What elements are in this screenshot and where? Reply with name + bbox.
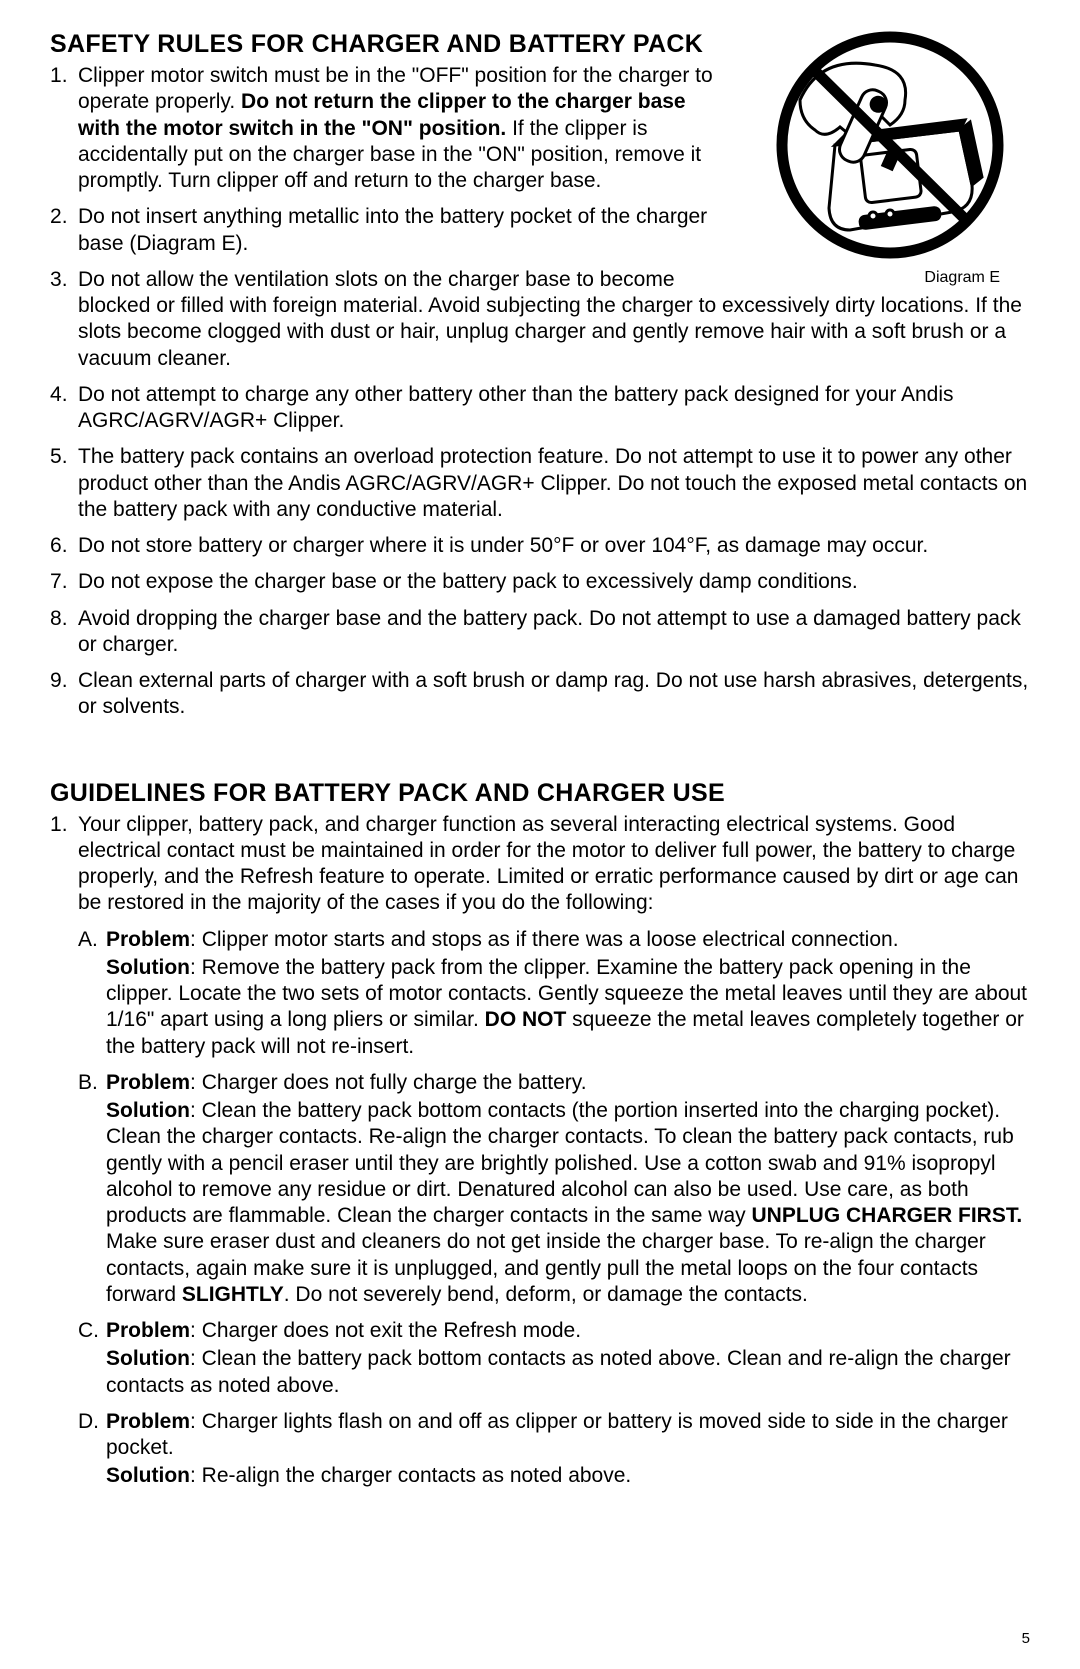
solution-block: Solution: Remove the battery pack from t… bbox=[106, 955, 1030, 1060]
solution-text: : Clean the battery pack bottom contacts… bbox=[106, 1347, 1011, 1396]
troubleshoot-sublist: Problem: Clipper motor starts and stops … bbox=[78, 927, 1030, 1490]
guidelines-list: Your clipper, battery pack, and charger … bbox=[50, 812, 1030, 1490]
problem-text: : Clipper motor starts and stops as if t… bbox=[190, 928, 899, 951]
rule-item: Do not insert anything metallic into the… bbox=[50, 204, 1030, 257]
rule-text: Do not insert anything metallic into the… bbox=[78, 205, 707, 254]
solution-block: Solution: Re-align the charger contacts … bbox=[106, 1463, 1030, 1489]
page-number: 5 bbox=[1022, 1630, 1030, 1647]
slightly-label: SLIGHTLY bbox=[182, 1283, 284, 1306]
rule-text: Clean external parts of charger with a s… bbox=[78, 669, 1028, 718]
solution-label: Solution bbox=[106, 1347, 190, 1370]
rule-text: The battery pack contains an overload pr… bbox=[78, 445, 1027, 521]
problem-label: Problem bbox=[106, 1319, 190, 1342]
rule-item: Avoid dropping the charger base and the … bbox=[50, 606, 1030, 659]
problem-text: : Charger lights flash on and off as cli… bbox=[106, 1410, 1008, 1459]
solution-block: Solution: Clean the battery pack bottom … bbox=[106, 1346, 1030, 1399]
rule-text: Do not allow the ventilation slots on th… bbox=[78, 268, 1022, 370]
guideline-item: Your clipper, battery pack, and charger … bbox=[50, 812, 1030, 1490]
solution-text: : Re-align the charger contacts as noted… bbox=[190, 1464, 631, 1487]
rule-text: Do not store battery or charger where it… bbox=[78, 534, 928, 557]
solution-text-post: . Do not severely bend, deform, or damag… bbox=[284, 1283, 808, 1306]
rule-text: Do not attempt to charge any other batte… bbox=[78, 383, 954, 432]
troubleshoot-item: Problem: Charger lights flash on and off… bbox=[78, 1409, 1030, 1490]
rule-item: Do not store battery or charger where it… bbox=[50, 533, 1030, 559]
solution-label: Solution bbox=[106, 1099, 190, 1122]
section2-title: GUIDELINES FOR BATTERY PACK AND CHARGER … bbox=[50, 779, 1030, 808]
problem-label: Problem bbox=[106, 1410, 190, 1433]
rule-item: Do not allow the ventilation slots on th… bbox=[50, 267, 1030, 372]
problem-text: : Charger does not exit the Refresh mode… bbox=[190, 1319, 581, 1342]
troubleshoot-item: Problem: Charger does not exit the Refre… bbox=[78, 1318, 1030, 1399]
solution-label: Solution bbox=[106, 1464, 190, 1487]
solution-block: Solution: Clean the battery pack bottom … bbox=[106, 1098, 1030, 1308]
rule-item: Do not expose the charger base or the ba… bbox=[50, 569, 1030, 595]
rule-item: The battery pack contains an overload pr… bbox=[50, 444, 1030, 523]
guideline-intro: Your clipper, battery pack, and charger … bbox=[78, 813, 1018, 915]
solution-label: Solution bbox=[106, 956, 190, 979]
unplug-label: UNPLUG CHARGER FIRST. bbox=[751, 1204, 1022, 1227]
rule-item: Do not attempt to charge any other batte… bbox=[50, 382, 1030, 435]
problem-text: : Charger does not fully charge the batt… bbox=[190, 1071, 587, 1094]
safety-rules-list: Clipper motor switch must be in the "OFF… bbox=[50, 63, 1030, 721]
rule-item: Clean external parts of charger with a s… bbox=[50, 668, 1030, 721]
rule-text: Avoid dropping the charger base and the … bbox=[78, 607, 1021, 656]
rule-item: Clipper motor switch must be in the "OFF… bbox=[50, 63, 1030, 194]
troubleshoot-item: Problem: Clipper motor starts and stops … bbox=[78, 927, 1030, 1060]
problem-label: Problem bbox=[106, 1071, 190, 1094]
troubleshoot-item: Problem: Charger does not fully charge t… bbox=[78, 1070, 1030, 1308]
donot-label: DO NOT bbox=[485, 1008, 567, 1031]
rule-text: Do not expose the charger base or the ba… bbox=[78, 570, 858, 593]
problem-label: Problem bbox=[106, 928, 190, 951]
